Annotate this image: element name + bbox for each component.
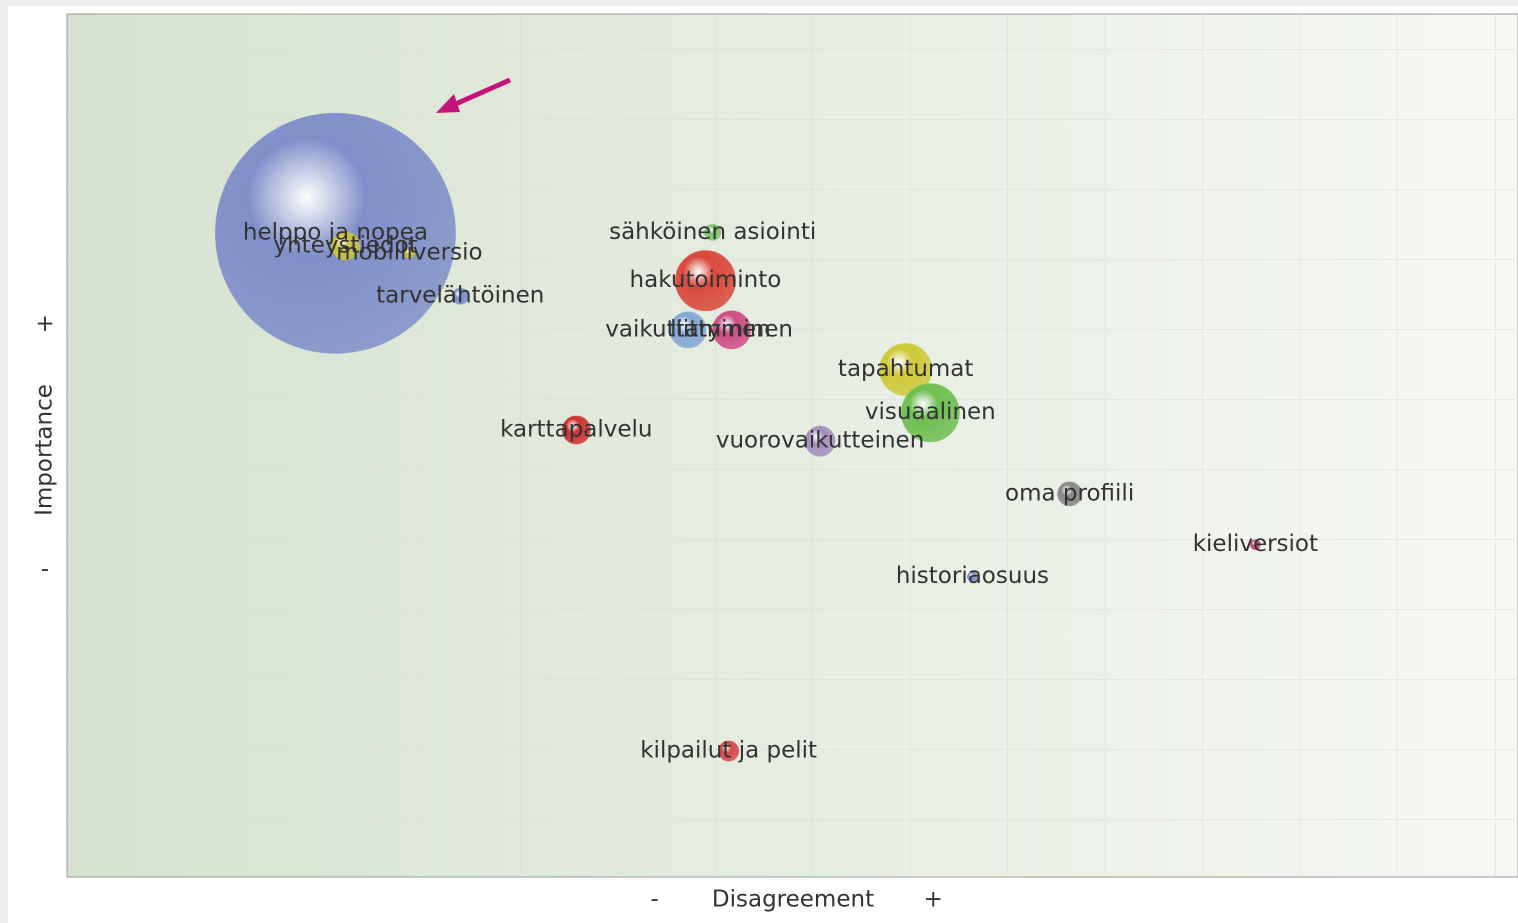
bubble-label: oma profiili xyxy=(1005,480,1134,506)
bubble xyxy=(879,343,933,397)
x-axis-label: Disagreement xyxy=(712,887,874,913)
arrow xyxy=(436,77,512,113)
bubble-label: kieliversiot xyxy=(1193,531,1318,557)
y-tick-label: - xyxy=(41,556,49,582)
x-tick-label: - xyxy=(650,887,658,913)
bubble-label: mobiiliversio xyxy=(336,240,482,266)
bubble-label: helppo ja nopea xyxy=(243,220,428,246)
bubble xyxy=(1249,539,1261,551)
bubble xyxy=(704,223,722,241)
bubble xyxy=(561,415,591,445)
y-tick-label: + xyxy=(35,311,54,337)
bubble-label: liittyminen xyxy=(670,316,793,342)
bubble xyxy=(674,250,736,312)
bubble-label: tarvelähtöinen xyxy=(376,283,544,309)
bubble-label: historiaosuus xyxy=(896,563,1049,589)
bubble-label: vuorovaikutteinen xyxy=(716,428,924,454)
bubble xyxy=(718,740,740,762)
bubble-label: hakutoiminto xyxy=(630,267,782,293)
bubble xyxy=(214,112,456,354)
bubble xyxy=(804,425,836,457)
x-tick-label: + xyxy=(924,887,943,913)
bubble-label: yhteystiedot xyxy=(273,233,417,259)
bubble-label: tapahtumat xyxy=(838,356,974,382)
bubble-label: visuaalinen xyxy=(865,399,996,425)
bubble xyxy=(712,310,752,350)
bubble xyxy=(403,247,415,259)
bubble xyxy=(331,231,361,261)
bubble xyxy=(669,311,707,349)
bubble xyxy=(966,571,978,583)
y-axis-label: Importance xyxy=(32,384,58,516)
bubble xyxy=(1057,481,1083,507)
bubble-label: vaikuttaminen xyxy=(605,316,771,342)
bubble-label: kilpailut ja pelit xyxy=(640,738,817,764)
bubble-label: karttapalvelu xyxy=(500,416,652,442)
bubble xyxy=(900,383,960,443)
bubble xyxy=(451,287,469,305)
bubble-label: sähköinen asiointi xyxy=(609,219,816,245)
